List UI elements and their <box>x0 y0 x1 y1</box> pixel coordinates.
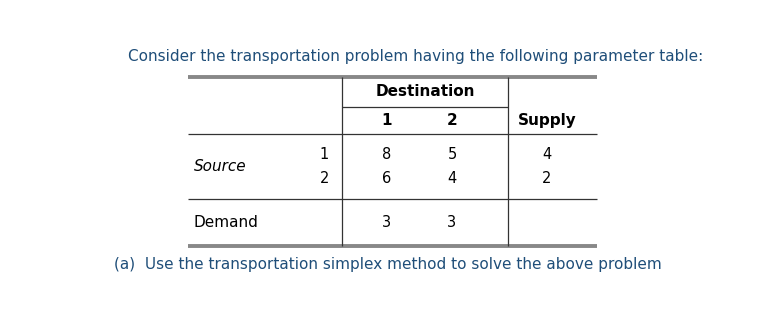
Text: 3: 3 <box>382 215 391 230</box>
Text: 1: 1 <box>319 147 329 162</box>
Text: Destination: Destination <box>375 84 475 99</box>
Text: Consider the transportation problem having the following parameter table:: Consider the transportation problem havi… <box>129 49 704 63</box>
Text: 1: 1 <box>381 113 392 128</box>
Text: 5: 5 <box>447 147 457 162</box>
Text: Supply: Supply <box>518 113 576 128</box>
Text: 3: 3 <box>447 215 457 230</box>
Text: 6: 6 <box>382 171 391 186</box>
Text: 4: 4 <box>447 171 457 186</box>
Text: 2: 2 <box>542 171 552 186</box>
Text: 2: 2 <box>319 171 329 186</box>
Text: 8: 8 <box>382 147 391 162</box>
Text: 4: 4 <box>542 147 552 162</box>
Text: Source: Source <box>194 159 247 174</box>
Text: 2: 2 <box>447 113 457 128</box>
Text: Demand: Demand <box>194 215 259 230</box>
Text: (a)  Use the transportation simplex method to solve the above problem: (a) Use the transportation simplex metho… <box>113 257 661 272</box>
